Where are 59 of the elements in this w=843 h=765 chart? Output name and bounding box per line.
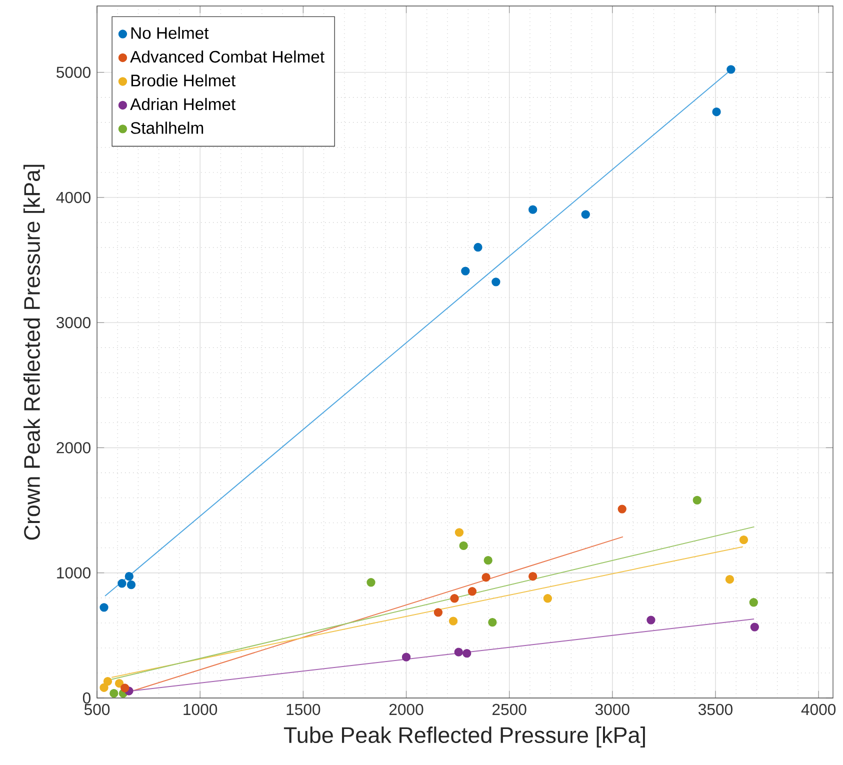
point: [543, 594, 552, 603]
point: [488, 618, 497, 627]
point: [581, 210, 590, 219]
point: [692, 496, 702, 504]
y-tick-label: 3000: [56, 316, 90, 328]
legend-label: Stahlhelm: [130, 122, 204, 134]
point: [120, 684, 130, 692]
y-tick-label: 1000: [57, 567, 90, 578]
point: [434, 608, 443, 617]
y-tick-label: 5000: [56, 66, 90, 78]
point: [462, 648, 472, 658]
point: [459, 541, 468, 550]
point: [454, 528, 464, 537]
point: [528, 572, 538, 581]
y-tick-label: 4000: [56, 192, 90, 204]
point: [450, 594, 459, 603]
point: [492, 278, 500, 286]
x-tick-label: 1000: [184, 704, 218, 716]
x-tick-label: 500: [84, 704, 110, 716]
point: [468, 587, 477, 596]
point: [484, 556, 492, 565]
y-tick-label: 0: [82, 692, 90, 704]
point: [100, 603, 108, 612]
x-tick-label: 3500: [698, 704, 732, 716]
y-tick-label: 2000: [56, 442, 90, 454]
point: [103, 677, 112, 686]
point: [749, 598, 758, 607]
point: [646, 616, 656, 624]
point: [448, 616, 458, 626]
point: [124, 572, 134, 581]
point: [126, 580, 136, 590]
x-tick-label: 3000: [595, 704, 630, 716]
point: [454, 648, 463, 656]
point: [528, 205, 538, 214]
point: [712, 108, 721, 116]
point: [739, 535, 748, 544]
legend-label: Adrian Helmet: [130, 98, 236, 110]
point: [726, 65, 736, 74]
point: [474, 242, 482, 252]
point: [366, 578, 376, 587]
point: [402, 652, 411, 662]
point: [110, 689, 118, 698]
point: [618, 504, 626, 514]
legend-label: Advanced Combat Helmet: [130, 50, 324, 63]
y-axis-title: Crown Peak Reflected Pressure [kPa]: [23, 164, 44, 540]
point: [118, 579, 126, 588]
point: [114, 679, 124, 688]
point: [100, 683, 108, 692]
point: [750, 622, 759, 632]
x-tick-label: 4000: [801, 704, 836, 716]
x-tick-label: 2500: [492, 704, 526, 716]
x-tick-label: 1500: [286, 704, 320, 716]
x-axis-title: Tube Peak Reflected Pressure [kPa]: [284, 726, 645, 748]
point: [461, 266, 470, 276]
legend-label: No Helmet: [131, 26, 209, 39]
point: [725, 575, 734, 584]
x-tick-label: 2000: [389, 704, 424, 716]
point: [482, 573, 490, 582]
legend-label: Brodie Helmet: [131, 74, 236, 86]
